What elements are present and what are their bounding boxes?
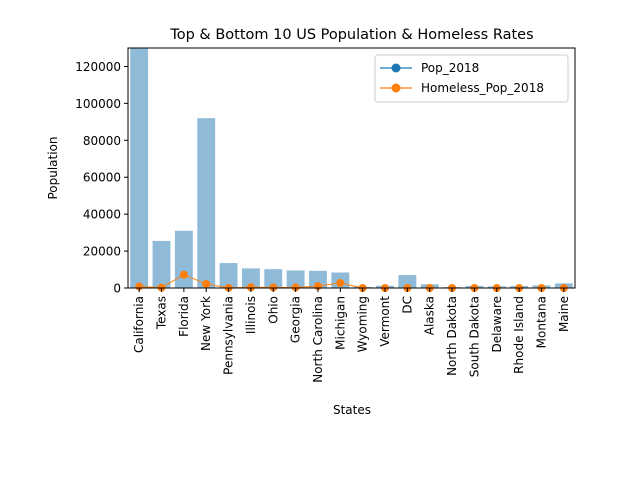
x-axis: California Texas Florida New York Pennsylvan… xyxy=(132,288,571,383)
bar-california xyxy=(130,48,149,288)
y-tick-label: 60000 xyxy=(83,171,121,185)
x-tick-label-north-dakota: North Dakota xyxy=(445,296,459,376)
y-tick-label: 80000 xyxy=(83,134,121,148)
bar-ohio xyxy=(264,269,283,288)
y-tick-label: 20000 xyxy=(83,245,121,259)
bar-group xyxy=(130,48,573,289)
homeless-point-ohio xyxy=(269,283,278,292)
homeless-point-georgia xyxy=(291,283,300,292)
y-tick-label: 40000 xyxy=(83,208,121,222)
homeless-point-michigan xyxy=(336,279,345,288)
x-tick-label-rhode-island: Rhode Island xyxy=(512,296,526,374)
x-tick-label-california: California xyxy=(132,296,146,353)
bar-illinois xyxy=(241,268,260,288)
bar-georgia xyxy=(286,270,305,288)
legend-pop-marker xyxy=(391,63,401,73)
bar-texas xyxy=(152,240,171,288)
x-tick-label-delaware: Delaware xyxy=(490,296,504,353)
x-tick-label-vermont: Vermont xyxy=(378,296,392,347)
axes-frame xyxy=(127,47,576,289)
x-tick-label-south-dakota: South Dakota xyxy=(467,296,481,377)
bar-new-york xyxy=(197,118,216,289)
x-axis-title: States xyxy=(333,403,371,417)
x-tick-label-wyoming: Wyoming xyxy=(356,296,370,352)
x-tick-label-georgia: Georgia xyxy=(289,296,303,343)
homeless-point-california xyxy=(135,282,144,291)
x-tick-label-pennsylvania: Pennsylvania xyxy=(222,296,236,375)
x-tick-label-michigan: Michigan xyxy=(333,296,347,350)
bar-florida xyxy=(174,230,193,288)
x-tick-label-north-carolina: North Carolina xyxy=(311,296,325,383)
x-tick-label-texas: Texas xyxy=(155,296,169,330)
y-tick-label: 120000 xyxy=(75,60,121,74)
x-tick-label-dc: DC xyxy=(400,296,414,314)
homeless-point-new-york xyxy=(202,279,211,288)
legend-frame xyxy=(374,54,569,103)
y-tick-label: 0 xyxy=(113,282,121,296)
x-tick-label-new-york: New York xyxy=(199,296,213,351)
bar-north-carolina xyxy=(309,270,327,288)
y-axis-title: Population xyxy=(46,136,60,199)
x-tick-label-illinois: Illinois xyxy=(244,296,258,334)
x-tick-label-montana: Montana xyxy=(534,296,548,348)
homeless-point-illinois xyxy=(246,283,255,292)
x-tick-label-florida: Florida xyxy=(177,296,191,337)
bar-pennsylvania xyxy=(219,263,238,288)
legend-pop-label: Pop_2018 xyxy=(421,61,479,75)
y-axis: 0 20000 40000 60000 80000 100000 120000 xyxy=(75,60,128,296)
x-tick-label-maine: Maine xyxy=(557,296,571,332)
x-tick-label-alaska: Alaska xyxy=(423,296,437,335)
legend-homeless-marker xyxy=(391,83,401,93)
legend-homeless-label: Homeless_Pop_2018 xyxy=(421,81,544,95)
y-tick-label: 100000 xyxy=(75,97,121,111)
legend: Pop_2018 Homeless_Pop_2018 xyxy=(374,54,569,103)
homeless-line-group xyxy=(135,270,568,292)
bar-dc xyxy=(398,275,417,288)
homeless-point-florida xyxy=(179,270,188,279)
chart-title: Top & Bottom 10 US Population & Homeless… xyxy=(169,27,533,43)
x-tick-label-ohio: Ohio xyxy=(266,296,280,324)
